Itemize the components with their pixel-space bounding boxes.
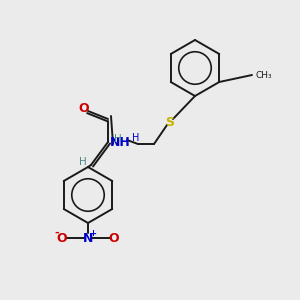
Text: O: O: [79, 101, 89, 115]
Text: O: O: [109, 232, 119, 244]
Text: H: H: [79, 157, 87, 167]
Text: N: N: [83, 232, 93, 244]
Text: +: +: [89, 229, 97, 238]
Text: CH₃: CH₃: [255, 70, 272, 80]
Text: H: H: [114, 134, 122, 144]
Text: H: H: [132, 133, 140, 143]
Text: -: -: [55, 228, 59, 238]
Text: S: S: [166, 116, 175, 128]
Text: O: O: [57, 232, 67, 244]
Text: NH: NH: [110, 136, 130, 148]
